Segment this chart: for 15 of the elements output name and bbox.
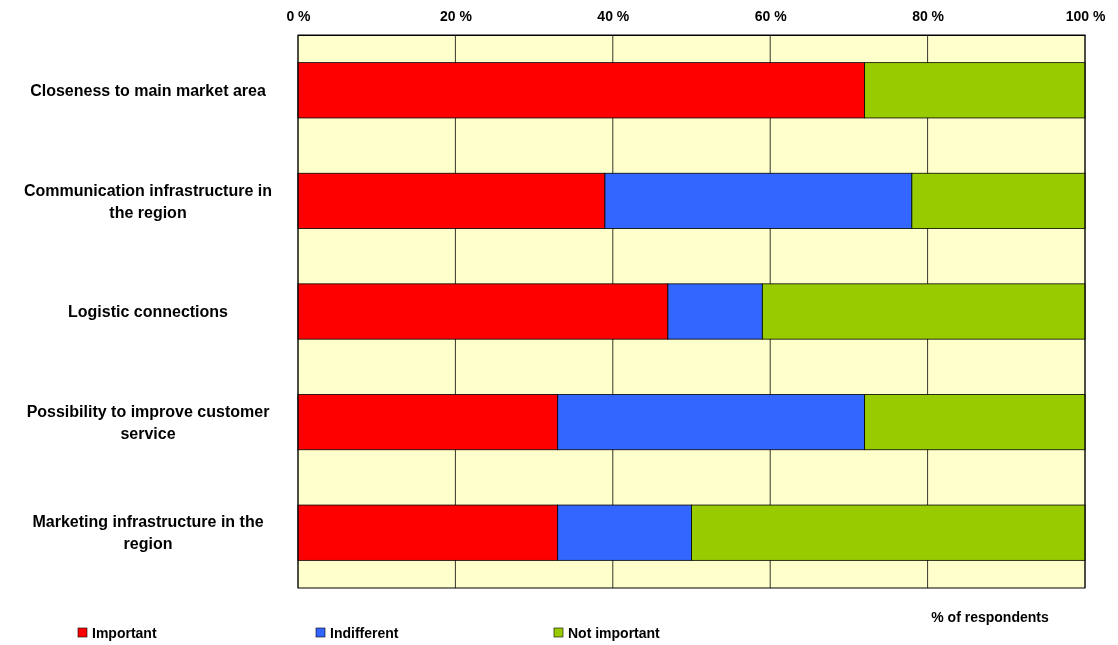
- y-tick-label: Possibility to improve customer service: [26, 402, 270, 442]
- legend-label: Indifferent: [330, 624, 399, 641]
- y-tick-label: Communication infrastructure in the region: [23, 181, 273, 221]
- x-tick-label: 40 %: [597, 8, 630, 24]
- x-tick-label: 60 %: [754, 8, 788, 24]
- legend-label: Important: [92, 624, 157, 641]
- legend-label: Not important: [568, 624, 661, 641]
- x-tick-label: 80 %: [912, 8, 945, 24]
- x-tick-label: 0 %: [286, 8, 312, 24]
- x-axis-title: % of respondents: [931, 609, 1049, 625]
- x-tick-label: 20 %: [439, 8, 473, 24]
- y-tick-label: Logistic connections: [67, 303, 229, 321]
- y-tick-label: Closeness to main market area: [30, 81, 266, 99]
- x-tick-label: 100 %: [1065, 8, 1106, 24]
- y-tick-label: Marketing infrastructure in the region: [32, 513, 264, 553]
